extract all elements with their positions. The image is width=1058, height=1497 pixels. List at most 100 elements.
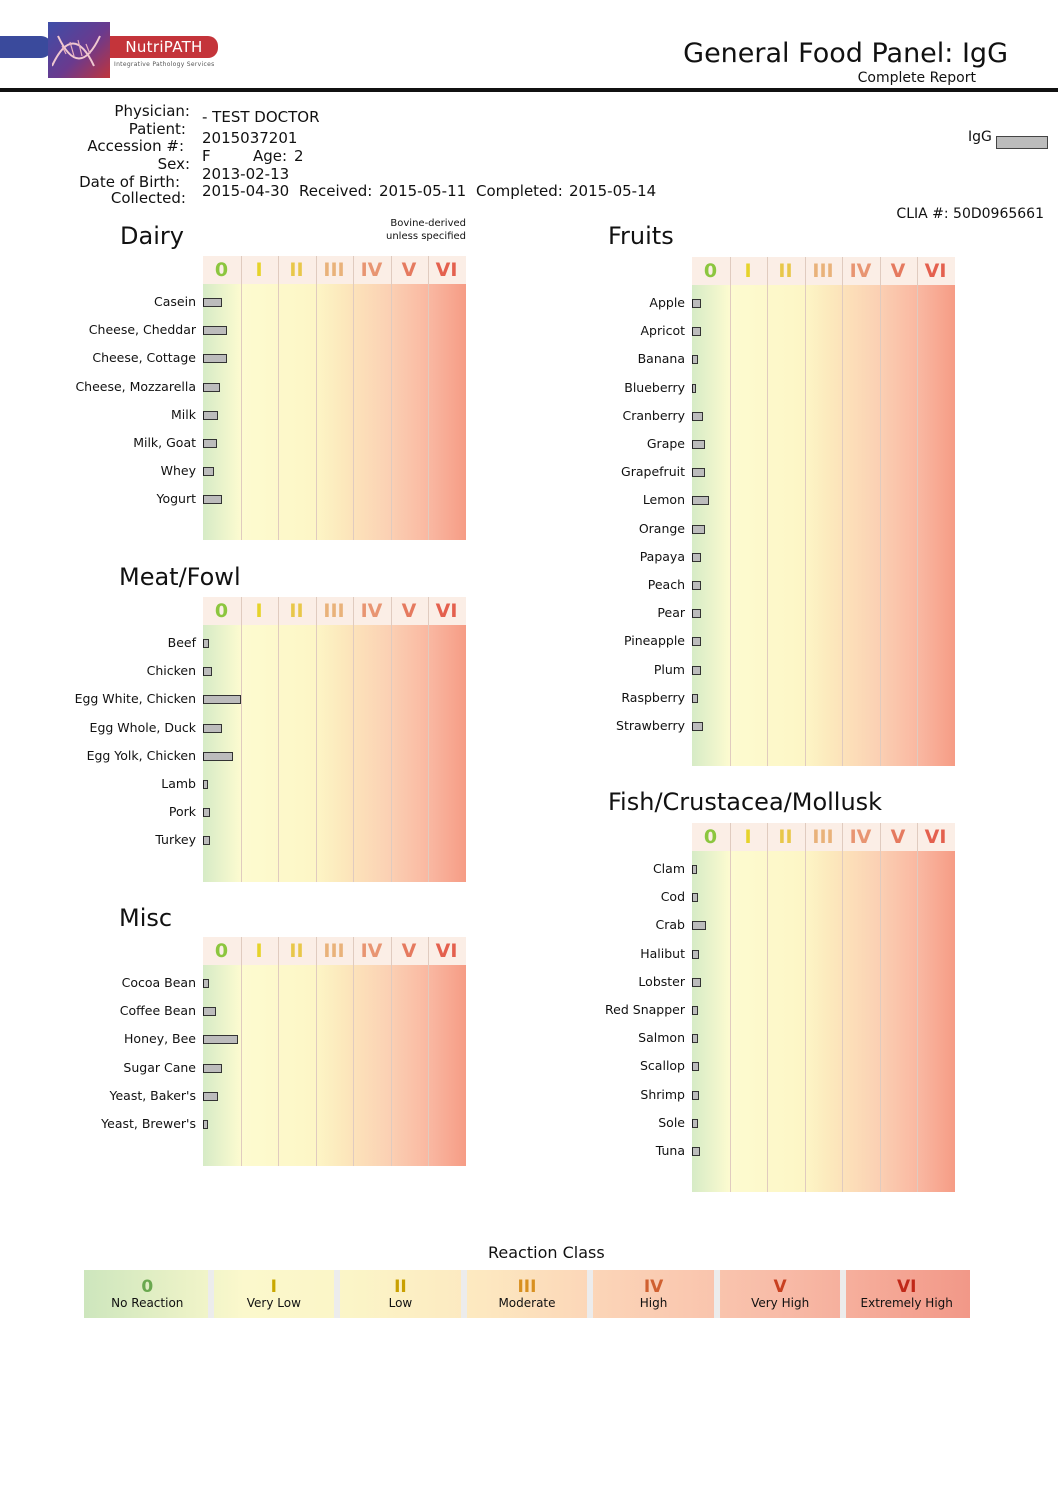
bovine-note: Bovine-derived unless specified [386,218,466,242]
reaction-bar [203,808,210,818]
reaction-bar [692,496,709,506]
food-label: Blueberry [624,379,685,395]
class-header-I: I [255,259,263,281]
reaction-bar [692,1006,698,1015]
class-header-VI: VI [435,940,458,962]
class-header-III: III [812,260,834,282]
food-label: Grape [646,436,685,451]
food-label: Milk, Goat [133,435,196,450]
legend-class-I: I Very Low [211,1270,338,1318]
reaction-scale [203,284,466,540]
class-header-0: 0 [703,260,718,282]
meat-title: Meat/Fowl [119,563,241,591]
reaction-bar [203,1120,208,1129]
legend-class-number: II [394,1277,407,1297]
reaction-bar [203,836,210,846]
class-divider [315,256,317,540]
clia-number: CLIA #: 50D0965661 [896,206,1044,222]
legend-class-label: Very High [751,1296,810,1310]
reaction-bar [692,355,698,365]
class-header-II: II [778,826,793,848]
food-label: Orange [638,520,685,536]
legend-class-number: VI [896,1277,917,1297]
class-header-row [692,257,955,285]
reaction-bar [692,552,702,562]
reaction-bar [203,979,209,988]
legend-class-label: Moderate [498,1296,556,1310]
food-label: Banana [637,351,685,367]
class-divider [879,257,881,766]
food-label: Cocoa Bean [121,975,196,990]
class-divider [240,937,242,1166]
dob-label: Date of Birth: [79,173,180,191]
food-label: Cheese, Mozzarella [75,378,196,394]
food-label: Papaya [639,548,685,564]
class-header-row [203,256,466,284]
food-label: Whey [160,463,196,479]
class-header-II: II [289,259,304,281]
legend-separator [334,1270,341,1318]
food-label: Lemon [642,492,685,508]
reaction-bar [692,411,703,421]
reaction-scale [692,851,955,1192]
food-label: Casein [154,294,196,309]
misc-title: Misc [119,904,173,932]
class-header-I: I [744,260,752,282]
food-label: Clam [652,861,685,876]
dna-icon [52,35,101,67]
fish-title: Fish/Crustacea/Mollusk [608,788,883,816]
food-label: Plum [653,661,685,677]
reaction-bar [692,299,702,308]
class-divider [240,597,242,882]
food-label: Sugar Cane [123,1059,196,1075]
food-label: Raspberry [621,689,685,705]
food-label: Grapefruit [621,464,685,480]
reaction-bar [203,354,228,364]
legend-separator [713,1270,720,1318]
class-header-IV: IV [849,260,872,282]
food-label: Honey, Bee [124,1031,196,1047]
class-header-III: III [323,259,345,281]
class-divider [315,597,317,882]
class-divider [278,597,279,882]
reaction-bar [692,1118,698,1128]
class-header-I: I [255,940,263,962]
class-header-II: II [778,260,793,282]
class-header-0: 0 [214,940,229,962]
food-label: Sole [658,1114,685,1130]
reaction-bar [203,1063,222,1073]
food-label: Milk [171,406,196,422]
class-header-VI: VI [435,259,458,281]
class-divider [278,937,279,1166]
igg-legend-label: IgG [968,129,992,145]
food-label: Egg White, Chicken [74,691,196,707]
physician-label: Physician: [114,102,190,120]
food-label: Beef [167,635,196,650]
reaction-bar [203,298,222,307]
reaction-bar [203,495,222,505]
logo-pill [0,36,52,58]
legend-separator [460,1270,467,1318]
food-label: Lobster [638,973,685,989]
food-label: Apple [649,295,685,310]
reaction-bar [692,1090,699,1100]
food-label: Yeast, Brewer's [101,1116,196,1131]
food-label: Lamb [161,776,196,791]
igg-legend-swatch [996,136,1048,149]
class-divider [729,257,731,766]
reaction-bar [203,639,209,648]
reaction-bar [203,695,241,705]
age-value: 2 [294,147,304,165]
class-header-row [203,937,466,965]
class-divider [240,256,242,540]
class-header-II: II [289,600,304,622]
legend-class-V: V Very High [717,1270,844,1318]
header-divider [0,88,1058,92]
class-header-VI: VI [924,260,947,282]
legend-class-IV: IV High [590,1270,717,1318]
reaction-bar [203,467,215,477]
reaction-scale [692,285,955,766]
food-label: Coffee Bean [119,1003,196,1019]
legend-class-label: Very Low [246,1296,301,1310]
reaction-bar [692,609,702,619]
